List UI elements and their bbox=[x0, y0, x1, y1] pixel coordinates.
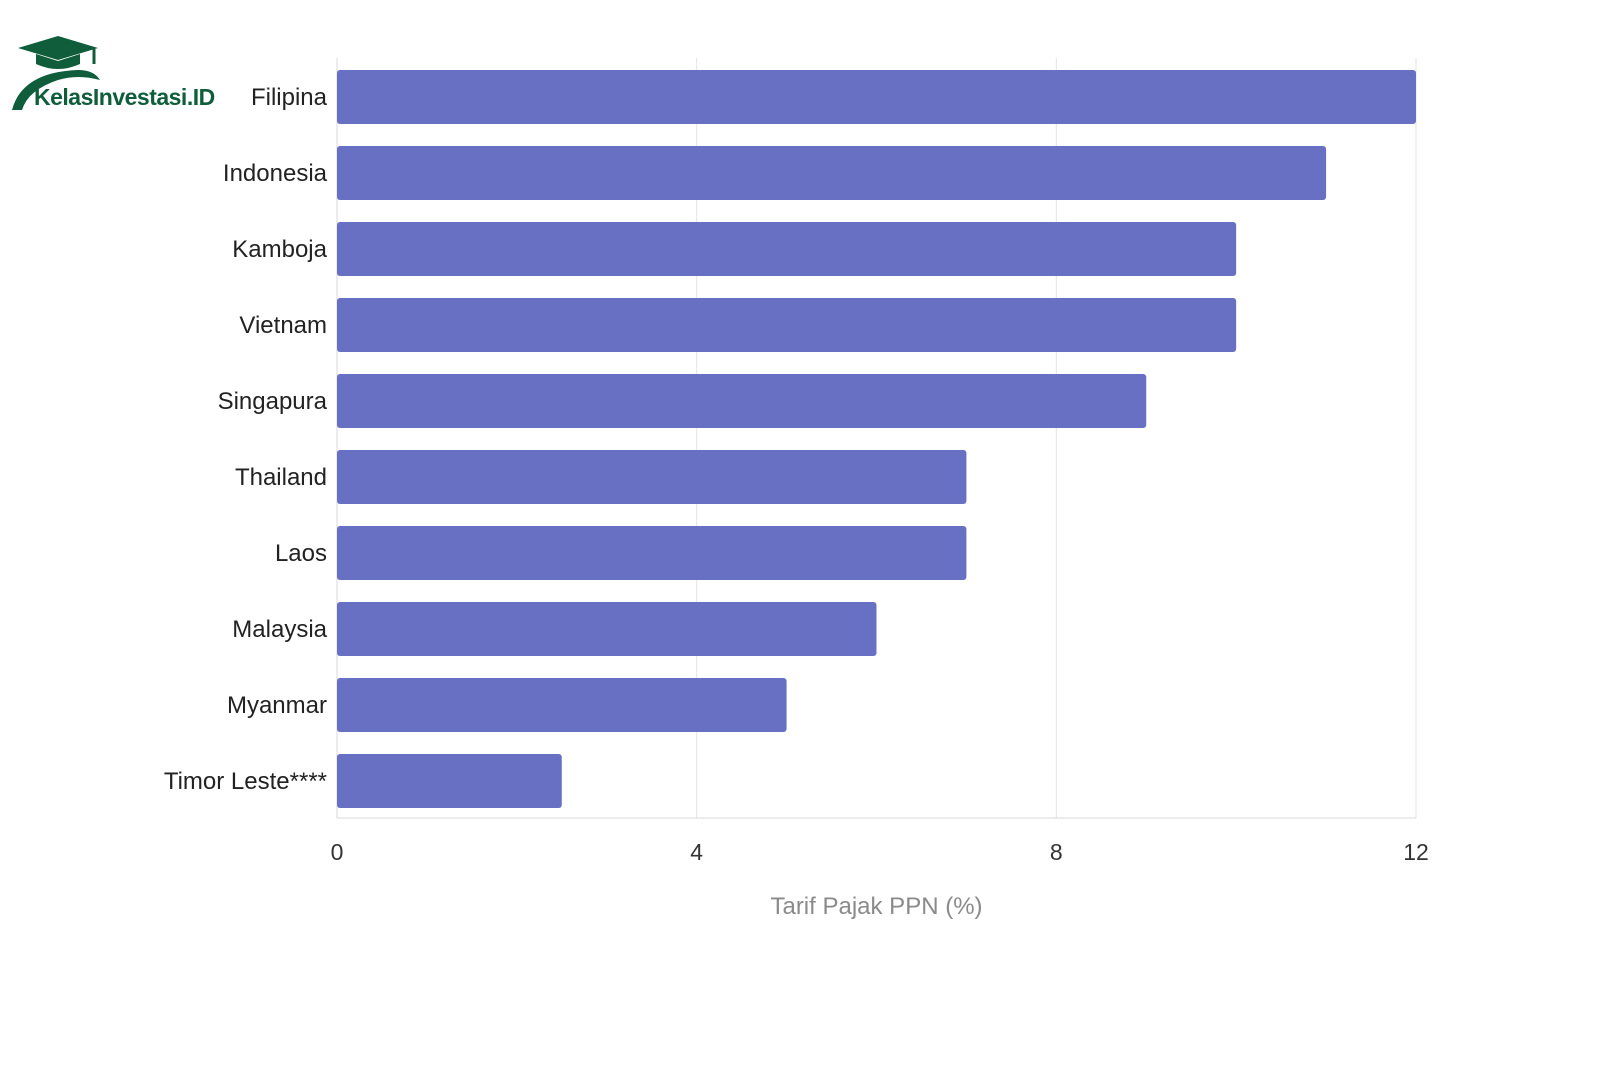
kelasinvestasi-logo: KelasInvestasi.ID bbox=[8, 34, 238, 120]
category-label: Singapura bbox=[218, 388, 328, 415]
bar-myanmar bbox=[337, 678, 787, 732]
category-label: Filipina bbox=[251, 84, 328, 111]
category-label: Myanmar bbox=[227, 692, 327, 719]
category-label: Thailand bbox=[235, 464, 327, 491]
category-label: Laos bbox=[275, 540, 327, 567]
x-tick-label: 4 bbox=[690, 839, 703, 865]
bar-laos bbox=[337, 526, 967, 580]
category-label: Kamboja bbox=[232, 236, 327, 263]
category-label: Indonesia bbox=[223, 160, 328, 187]
x-tick-label: 0 bbox=[331, 839, 344, 865]
bar-kamboja bbox=[337, 222, 1237, 276]
x-tick-labels: 0 4 8 12 bbox=[331, 839, 1429, 865]
x-axis-label: Tarif Pajak PPN (%) bbox=[770, 893, 982, 920]
x-tick-label: 12 bbox=[1403, 839, 1429, 865]
category-label: Timor Leste**** bbox=[164, 768, 327, 795]
bar-thailand bbox=[337, 450, 967, 504]
category-label: Vietnam bbox=[239, 312, 327, 339]
logo-text: KelasInvestasi.ID bbox=[34, 84, 215, 110]
bar-vietnam bbox=[337, 298, 1237, 352]
logo-swoosh-icon bbox=[12, 70, 100, 110]
bar-singapura bbox=[337, 374, 1147, 428]
bar-timor-leste bbox=[337, 754, 562, 808]
bar-malaysia bbox=[337, 602, 877, 656]
category-label: Malaysia bbox=[232, 616, 327, 643]
x-tick-label: 8 bbox=[1050, 839, 1063, 865]
bar-indonesia bbox=[337, 146, 1327, 200]
bar-filipina bbox=[337, 70, 1416, 124]
category-labels: Filipina Indonesia Kamboja Vietnam Singapura… bbox=[164, 84, 328, 795]
graduation-cap-icon bbox=[18, 36, 98, 69]
bars bbox=[337, 70, 1416, 808]
